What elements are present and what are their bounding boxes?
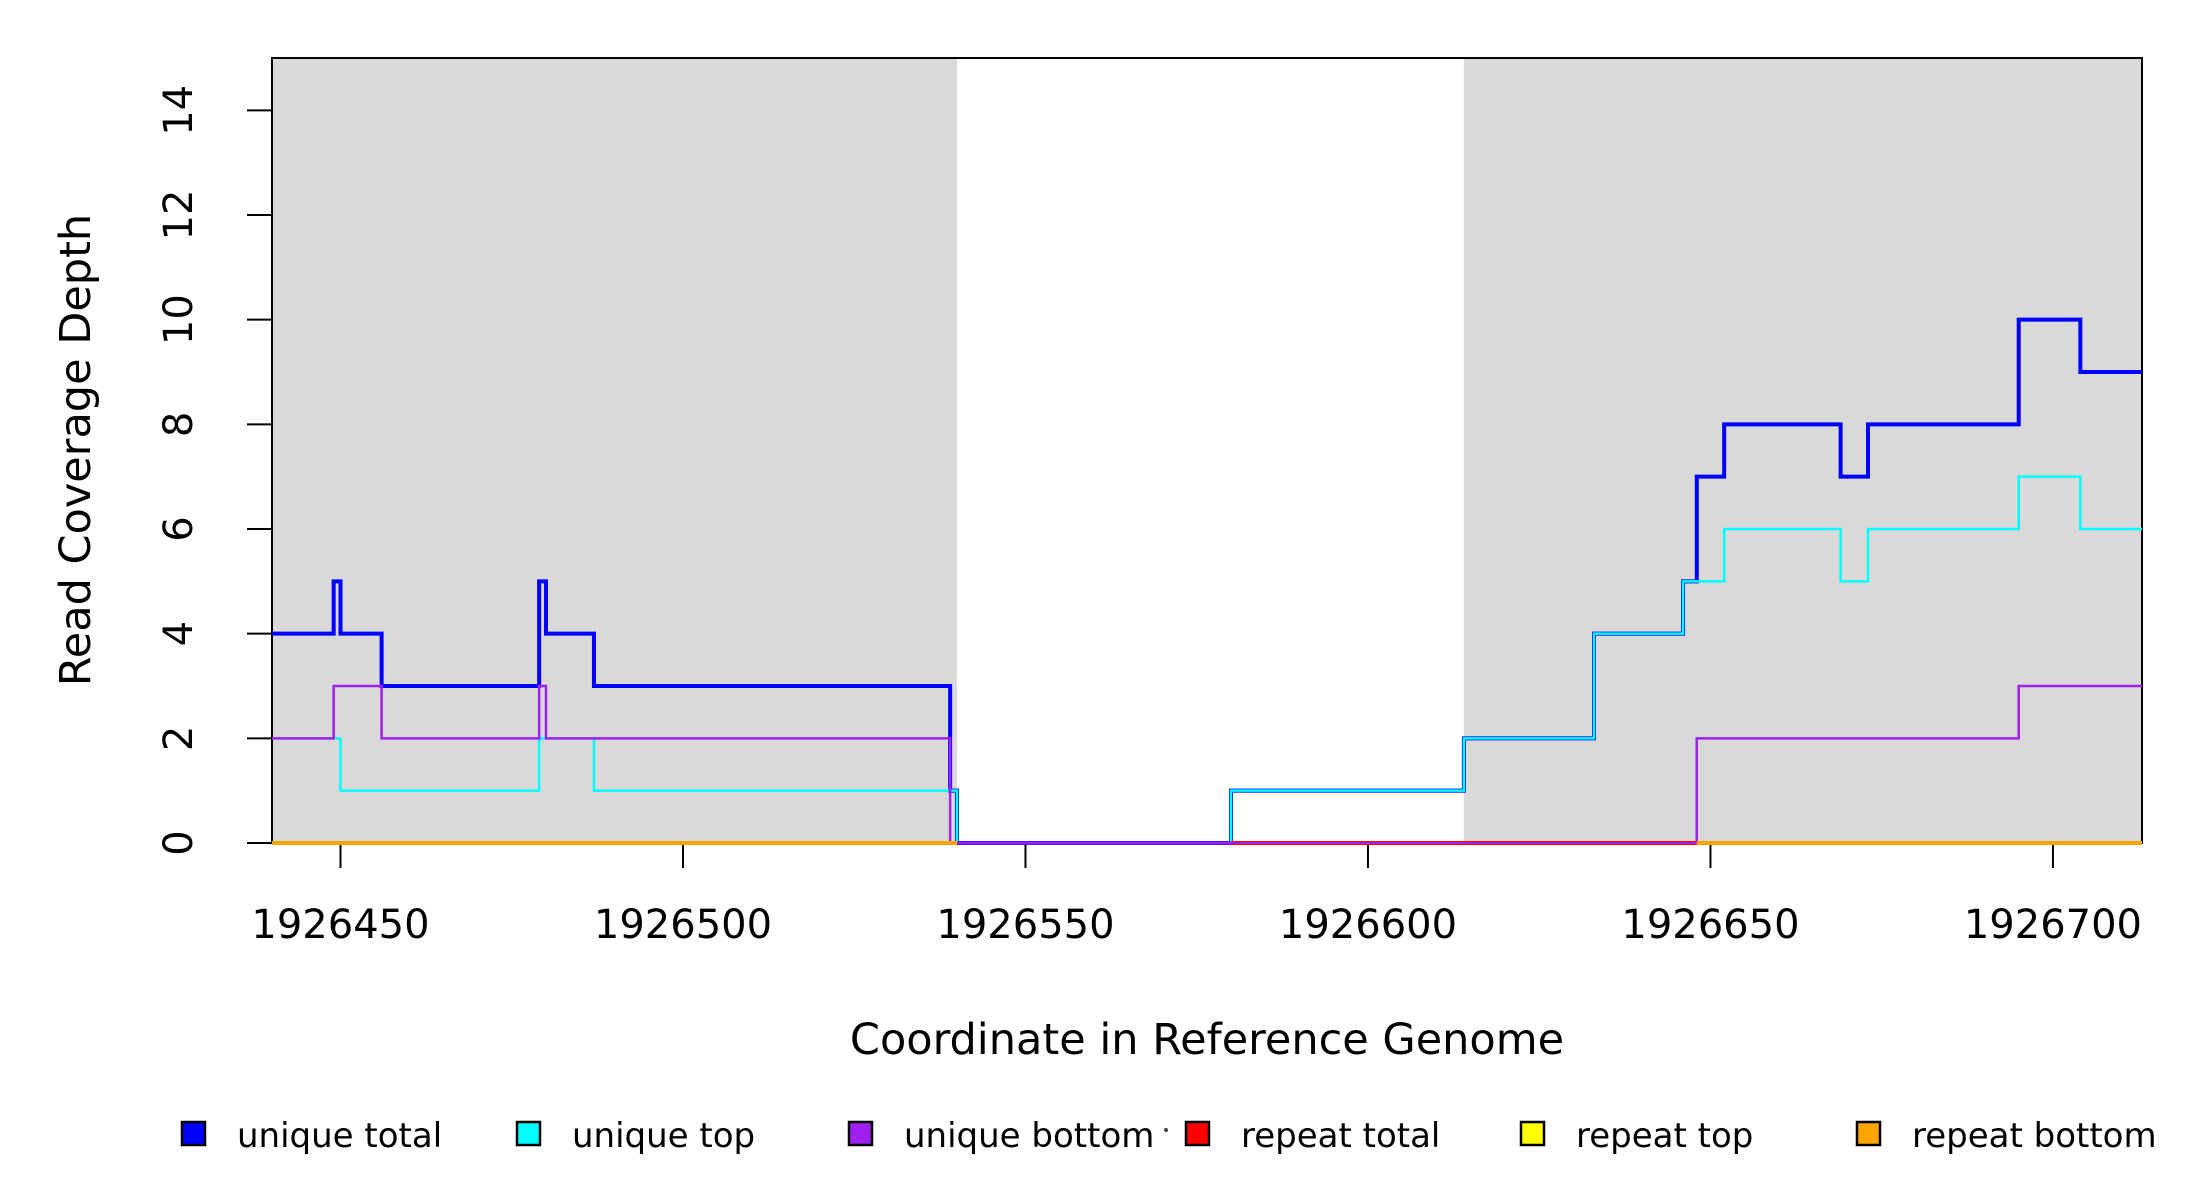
legend-swatch-repeat-top xyxy=(1519,1120,1546,1147)
legend-label-unique-total: unique total xyxy=(237,1116,442,1156)
y-tick-label: 2 xyxy=(156,726,202,751)
legend-label-unique-bottom: unique bottom xyxy=(904,1116,1154,1156)
legend-label-unique-top: unique top xyxy=(572,1116,755,1156)
legend-label-repeat-total: repeat total xyxy=(1241,1116,1440,1156)
y-tick-label: 12 xyxy=(156,190,202,241)
y-tick-label: 0 xyxy=(156,830,202,855)
legend-swatch-unique-top xyxy=(515,1120,542,1147)
legend-swatch-repeat-total xyxy=(1184,1120,1211,1147)
shaded-region-1 xyxy=(1463,58,2142,843)
x-tick-label: 1926450 xyxy=(251,902,429,948)
x-tick-label: 1926700 xyxy=(1964,902,2142,948)
stray-dot xyxy=(1164,1128,1168,1132)
y-tick-label: 8 xyxy=(156,412,202,437)
x-axis-title: Coordinate in Reference Genome xyxy=(849,1015,1565,1065)
series-line-unique-bottom xyxy=(272,684,2142,845)
legend-swatch-repeat-bottom xyxy=(1855,1120,1882,1147)
shaded-region-0 xyxy=(272,58,957,843)
legend-swatch-unique-total xyxy=(180,1120,207,1147)
legend-swatch-unique-bottom xyxy=(847,1120,874,1147)
legend-label-repeat-top: repeat top xyxy=(1576,1116,1753,1156)
x-tick-label: 1926650 xyxy=(1621,902,1799,948)
x-tick-label: 1926500 xyxy=(594,902,772,948)
y-tick-label: 6 xyxy=(156,516,202,541)
y-tick-label: 14 xyxy=(156,85,202,136)
x-tick-label: 1926600 xyxy=(1279,902,1457,948)
y-tick-label: 4 xyxy=(156,621,202,646)
y-axis-title: Read Coverage Depth xyxy=(51,213,101,687)
x-tick-label: 1926550 xyxy=(936,902,1114,948)
y-tick-label: 10 xyxy=(156,294,202,345)
legend-label-repeat-bottom: repeat bottom xyxy=(1912,1116,2157,1156)
